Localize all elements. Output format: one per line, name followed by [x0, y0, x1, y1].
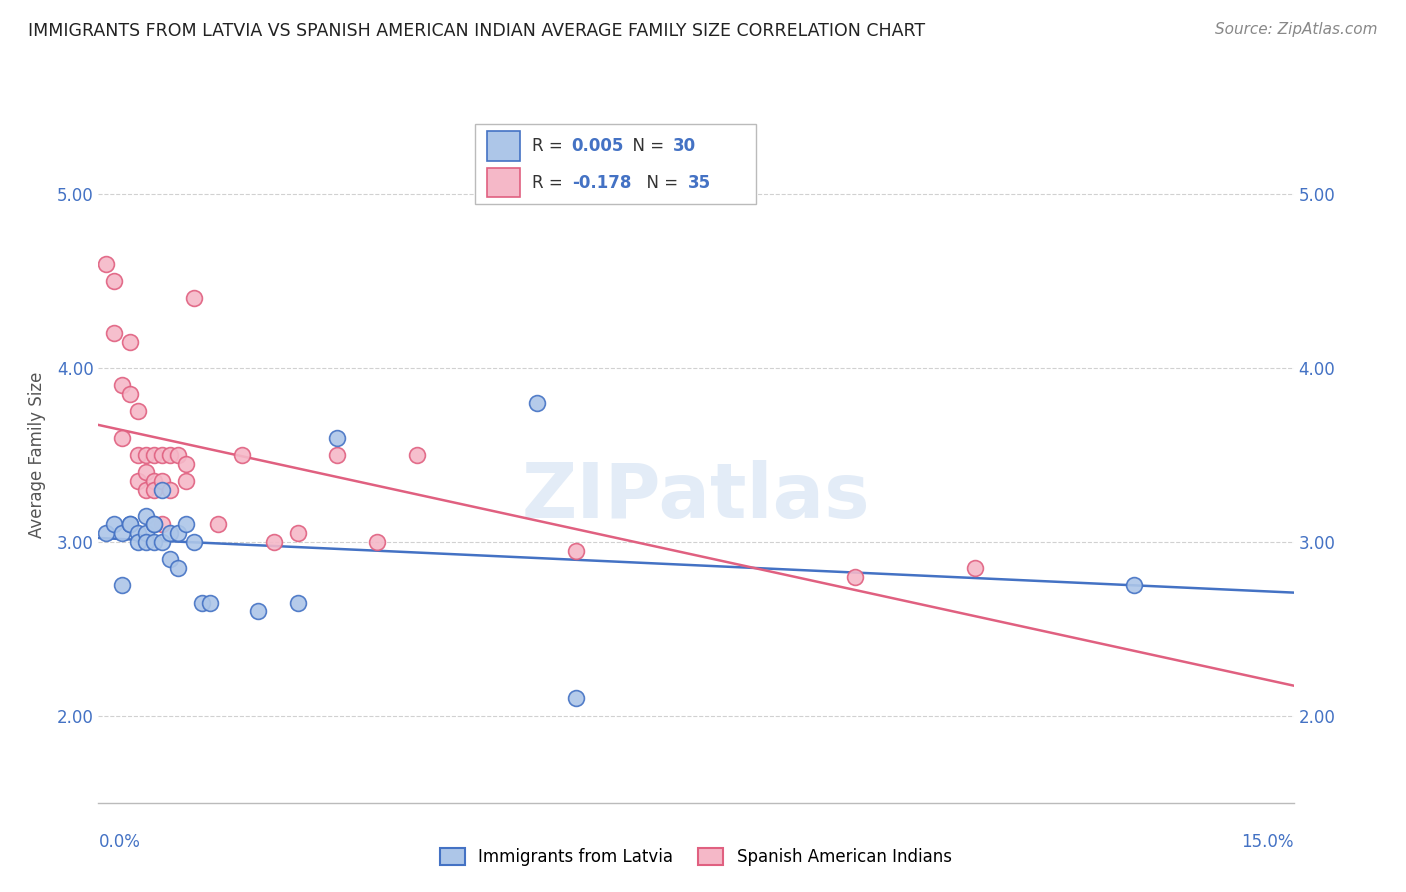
Point — [120, 517, 142, 532]
Point — [1123, 578, 1146, 592]
Point — [207, 517, 229, 532]
Text: 0.005: 0.005 — [572, 137, 624, 155]
Point — [120, 334, 142, 349]
Point — [111, 431, 134, 445]
Point — [135, 483, 157, 497]
Text: 30: 30 — [673, 137, 696, 155]
Point — [143, 483, 166, 497]
Text: IMMIGRANTS FROM LATVIA VS SPANISH AMERICAN INDIAN AVERAGE FAMILY SIZE CORRELATIO: IMMIGRANTS FROM LATVIA VS SPANISH AMERIC… — [28, 22, 925, 40]
Point — [167, 561, 190, 575]
Point — [103, 326, 125, 341]
Point — [231, 448, 253, 462]
Point — [174, 474, 197, 488]
Point — [143, 474, 166, 488]
Point — [198, 596, 221, 610]
Point — [143, 517, 166, 532]
Point — [127, 526, 149, 541]
Point — [246, 605, 269, 619]
Text: R =: R = — [533, 137, 568, 155]
Point — [844, 570, 866, 584]
Point — [366, 535, 388, 549]
Point — [287, 526, 309, 541]
Point — [111, 378, 134, 392]
FancyBboxPatch shape — [486, 131, 520, 161]
Point — [150, 448, 173, 462]
Text: 15.0%: 15.0% — [1241, 833, 1294, 851]
Point — [526, 396, 548, 410]
Point — [143, 517, 166, 532]
Point — [143, 535, 166, 549]
Legend: Immigrants from Latvia, Spanish American Indians: Immigrants from Latvia, Spanish American… — [432, 839, 960, 874]
Point — [135, 466, 157, 480]
Point — [167, 526, 190, 541]
Point — [159, 483, 181, 497]
Text: -0.178: -0.178 — [572, 174, 631, 192]
Point — [135, 508, 157, 523]
Text: 0.0%: 0.0% — [98, 833, 141, 851]
Point — [326, 431, 349, 445]
Point — [111, 578, 134, 592]
Point — [174, 517, 197, 532]
Text: R =: R = — [533, 174, 568, 192]
Point — [183, 535, 205, 549]
Point — [96, 526, 118, 541]
Point — [565, 691, 588, 706]
Text: N =: N = — [621, 137, 669, 155]
Point — [127, 535, 149, 549]
Y-axis label: Average Family Size: Average Family Size — [28, 372, 45, 538]
Point — [135, 448, 157, 462]
Point — [159, 448, 181, 462]
Point — [174, 457, 197, 471]
Text: Source: ZipAtlas.com: Source: ZipAtlas.com — [1215, 22, 1378, 37]
Text: 35: 35 — [688, 174, 710, 192]
Point — [287, 596, 309, 610]
Point — [150, 535, 173, 549]
FancyBboxPatch shape — [486, 169, 520, 197]
Point — [263, 535, 285, 549]
Point — [167, 448, 190, 462]
Point — [326, 448, 349, 462]
Point — [135, 526, 157, 541]
Point — [143, 448, 166, 462]
Point — [150, 517, 173, 532]
Point — [963, 561, 986, 575]
Point — [127, 474, 149, 488]
Point — [127, 404, 149, 418]
Text: N =: N = — [637, 174, 683, 192]
Text: ZIPatlas: ZIPatlas — [522, 459, 870, 533]
Point — [111, 526, 134, 541]
Point — [127, 448, 149, 462]
Point — [103, 517, 125, 532]
Point — [150, 483, 173, 497]
Point — [406, 448, 429, 462]
Point — [120, 517, 142, 532]
FancyBboxPatch shape — [475, 124, 756, 204]
Point — [96, 257, 118, 271]
Point — [120, 387, 142, 401]
Point — [150, 474, 173, 488]
Point — [191, 596, 214, 610]
Point — [183, 291, 205, 305]
Point — [565, 543, 588, 558]
Point — [103, 274, 125, 288]
Point — [159, 526, 181, 541]
Point — [135, 535, 157, 549]
Point — [159, 552, 181, 566]
